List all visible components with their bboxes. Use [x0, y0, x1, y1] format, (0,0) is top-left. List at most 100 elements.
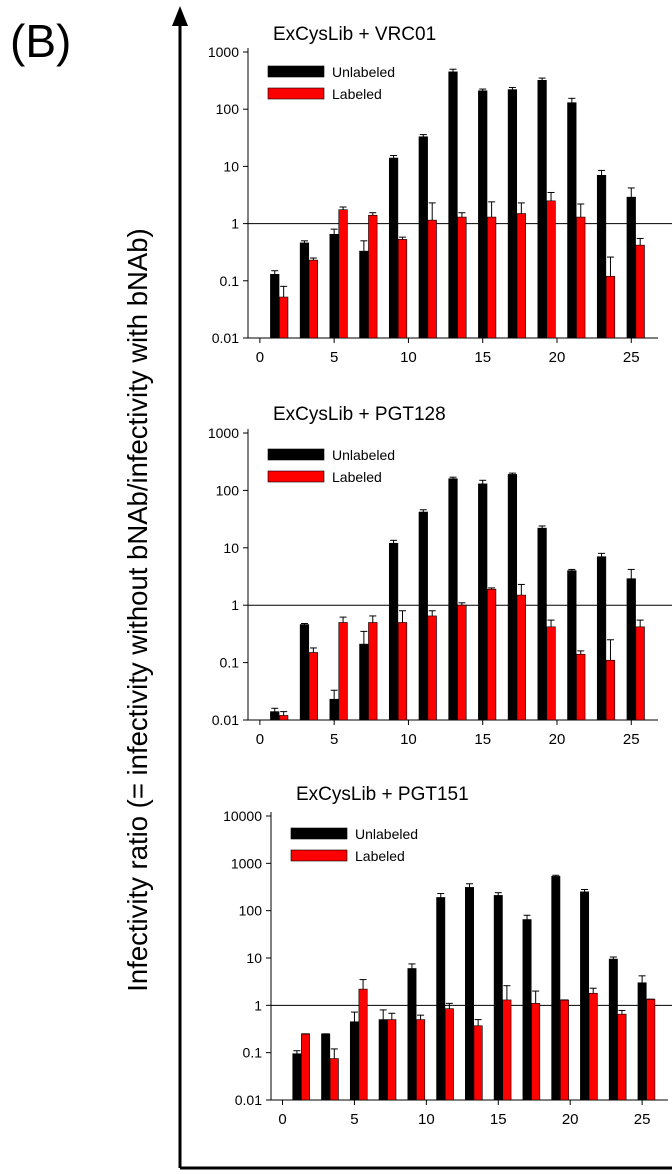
bar-unlabeled	[329, 698, 339, 721]
bar-unlabeled	[522, 919, 532, 1101]
bar-unlabeled	[349, 1021, 359, 1101]
bar-unlabeled	[567, 570, 577, 721]
legend-swatch-labeled	[290, 849, 348, 862]
legend-label-labeled: Labeled	[332, 469, 382, 485]
bar-labeled	[588, 992, 598, 1101]
bar-labeled	[487, 216, 497, 339]
x-tick-label: 20	[562, 1111, 579, 1128]
bar-unlabeled	[448, 478, 458, 721]
bar-labeled	[308, 652, 318, 721]
x-tick-label: 5	[330, 731, 338, 748]
bar-labeled	[387, 1019, 397, 1101]
legend-swatch-labeled	[267, 87, 325, 100]
bar-unlabeled	[493, 895, 503, 1101]
x-tick-label: 0	[256, 731, 264, 748]
x-tick-label: 5	[350, 1111, 358, 1128]
y-tick-label: 1000	[208, 44, 239, 60]
x-tick-label: 15	[474, 349, 491, 366]
y-tick-label: 1	[231, 597, 239, 613]
bar-labeled	[397, 622, 408, 721]
x-tick-label: 25	[634, 1111, 651, 1128]
bar-unlabeled	[507, 89, 518, 339]
bar-labeled	[301, 1033, 310, 1101]
bar-labeled	[546, 626, 556, 721]
bar-labeled	[646, 998, 656, 1101]
y-tick-label: 0.01	[235, 1092, 262, 1108]
bar-labeled	[368, 214, 378, 339]
bar-unlabeled	[407, 968, 417, 1101]
bar-unlabeled	[418, 136, 428, 339]
x-tick-label: 15	[474, 731, 491, 748]
y-tick-label: 10	[223, 540, 239, 556]
y-tick-label: 0.01	[212, 330, 239, 346]
bar-labeled	[279, 296, 289, 339]
panel-label: (B)	[10, 15, 72, 67]
bar-unlabeled	[567, 102, 577, 339]
bar-labeled	[329, 1058, 339, 1101]
y-tick-label: 100	[239, 903, 263, 919]
bar-unlabeled	[329, 234, 339, 339]
y-tick-label: 10	[246, 950, 262, 966]
bar-labeled	[531, 1003, 541, 1101]
bar-unlabeled	[321, 1033, 331, 1101]
legend-label-unlabeled: Unlabeled	[332, 447, 395, 463]
bar-unlabeled	[537, 80, 547, 339]
x-tick-label: 25	[623, 349, 640, 366]
x-tick-label: 20	[549, 349, 566, 366]
bar-labeled	[473, 1025, 483, 1101]
y-tick-label: 10000	[223, 808, 262, 824]
bar-unlabeled	[637, 982, 647, 1101]
bar-unlabeled	[359, 643, 369, 721]
y-tick-label: 0.01	[212, 712, 239, 728]
chart-title: ExCysLib + VRC01	[273, 24, 436, 45]
bar-labeled	[576, 216, 586, 339]
chart-vrc01: ExCysLib + VRC01 0.01 0.1 1 10 100 1000 0 5 10 15 2…	[208, 24, 672, 366]
bar-labeled	[487, 588, 497, 721]
chart-pgt151: ExCysLib + PGT151 0.01 0.1 1 10 100 1000 10000 0…	[223, 784, 672, 1128]
chart-title: ExCysLib + PGT128	[273, 404, 446, 425]
legend-label-labeled: Labeled	[355, 848, 405, 864]
legend-label-unlabeled: Unlabeled	[332, 64, 395, 80]
bar-labeled	[516, 594, 526, 721]
bar-labeled	[279, 715, 289, 721]
bar-labeled	[358, 988, 368, 1101]
bar-unlabeled	[596, 174, 607, 339]
bar-unlabeled	[478, 483, 488, 721]
x-tick-label: 0	[256, 349, 264, 366]
bar-unlabeled	[626, 578, 636, 721]
bar-unlabeled	[388, 542, 399, 721]
bar-unlabeled	[270, 711, 280, 721]
bar-unlabeled	[299, 624, 310, 721]
legend-swatch-unlabeled	[267, 65, 325, 78]
bar-labeled	[559, 999, 569, 1101]
bar-labeled	[457, 216, 467, 339]
bar-unlabeled	[270, 273, 280, 339]
bar-unlabeled	[448, 71, 458, 339]
bar-labeled	[605, 275, 616, 339]
y-tick-label: 1	[254, 997, 262, 1013]
bar-labeled	[605, 659, 616, 721]
y-tick-label: 100	[216, 482, 240, 498]
bar-labeled	[308, 259, 318, 339]
y-tick-label: 1000	[231, 855, 262, 871]
legend-swatch-labeled	[267, 470, 325, 483]
bar-labeled	[457, 604, 467, 721]
chart-pgt128: ExCysLib + PGT128 0.01 0.1 1 10 100 1000 0 5 10 15…	[208, 404, 672, 748]
bar-labeled	[635, 626, 645, 721]
y-tick-label: 100	[216, 101, 240, 117]
bar-labeled	[516, 213, 526, 339]
bar-labeled	[368, 622, 378, 721]
bar-labeled	[338, 209, 348, 339]
bar-unlabeled	[418, 511, 428, 721]
y-tick-label: 1000	[208, 425, 239, 441]
bar-unlabeled	[596, 556, 607, 721]
legend-swatch-unlabeled	[290, 827, 348, 840]
bar-unlabeled	[580, 891, 590, 1101]
bar-unlabeled	[478, 90, 488, 339]
y-tick-label: 1	[231, 216, 239, 232]
x-tick-label: 0	[278, 1111, 286, 1128]
bar-unlabeled	[299, 242, 310, 339]
bar-labeled	[427, 615, 437, 721]
y-tick-label: 0.1	[220, 655, 240, 671]
